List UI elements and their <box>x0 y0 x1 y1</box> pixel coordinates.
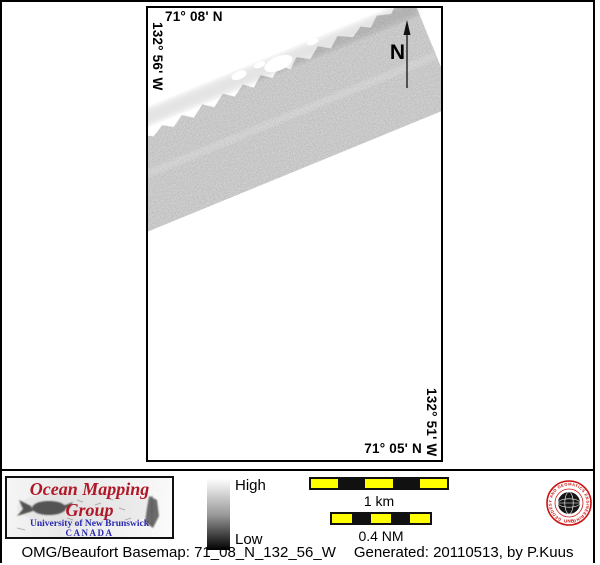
caption-row: OMG/Beaufort Basemap: 71_08_N_132_56_W G… <box>2 544 593 561</box>
scalebar-segment <box>351 514 372 523</box>
fish-marks <box>16 497 132 531</box>
scalebar-nm-label: 0.4 NM <box>358 528 404 544</box>
scalebar-segment <box>371 514 391 523</box>
scalebar-segment <box>392 479 420 488</box>
caption-basemap: OMG/Beaufort Basemap: 71_08_N_132_56_W <box>21 544 336 561</box>
scalebar-nm <box>330 512 432 525</box>
scalebar-segment <box>332 514 352 523</box>
unb-seal: GEODESY AND GEOMATICS ENGINEERING UNB <box>546 480 592 526</box>
scalebar-segment <box>410 514 430 523</box>
ship-sketch <box>145 496 159 528</box>
colorbar-low-label: Low <box>235 531 263 548</box>
colorbar-high-label: High <box>235 477 266 494</box>
whale-sketch <box>17 500 73 516</box>
omg-logo: Ocean Mapping Group University of New Br… <box>5 476 174 539</box>
north-label: N <box>390 41 405 64</box>
scalebar-km-label: 1 km <box>363 493 395 509</box>
north-arrow-head <box>403 20 411 35</box>
sonar-swath-image: N <box>148 8 441 234</box>
scalebar-segment <box>419 479 448 488</box>
omg-title: Ocean Mapping Group <box>29 479 150 520</box>
omg-logo-sketch <box>16 490 159 531</box>
latitude-label-bottom: 71° 05' N <box>364 441 422 456</box>
caption-generated: Generated: 20110513, by P.Kuus <box>353 544 574 561</box>
scalebar-km <box>309 477 449 490</box>
scalebar-segment <box>390 514 411 523</box>
scalebar-segment <box>365 479 393 488</box>
legend-strip: Ocean Mapping Group University of New Br… <box>2 469 593 563</box>
omg-institution: University of New Brunswick <box>29 519 149 529</box>
intensity-colorbar <box>207 479 230 550</box>
seal-unb-text: UNB <box>564 519 575 524</box>
omg-country: CANADA <box>65 528 114 538</box>
longitude-label-right: 132° 51' W <box>424 388 439 457</box>
globe-icon <box>557 491 581 515</box>
map-area: N 71° 08' N 132° 56' W 132° 51' W 71° 05… <box>148 8 441 460</box>
longitude-label-left: 132° 56' W <box>150 22 165 91</box>
scalebar-segment <box>338 479 366 488</box>
scalebar-segment <box>311 479 339 488</box>
north-arrow: N <box>390 20 411 88</box>
swath-band <box>148 8 441 234</box>
map-frame: N 71° 08' N 132° 56' W 132° 51' W 71° 05… <box>146 6 443 462</box>
latitude-label-top: 71° 08' N <box>165 9 223 24</box>
